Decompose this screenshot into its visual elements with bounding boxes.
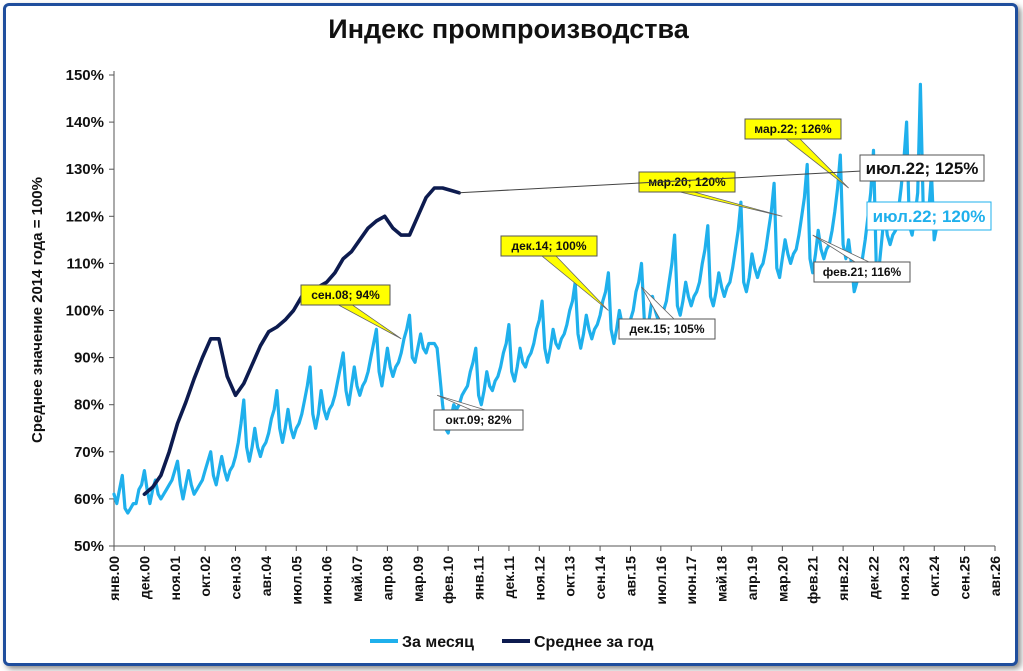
end-label-annual: июл.22; 125% bbox=[866, 159, 979, 178]
x-tick-label: янв.22 bbox=[835, 556, 851, 601]
annotation-label: дек.15; 105% bbox=[630, 322, 705, 336]
end-label-monthly: июл.22; 120% bbox=[873, 207, 986, 226]
x-tick-label: май.18 bbox=[714, 556, 730, 602]
x-tick-label: ноя.23 bbox=[896, 556, 912, 601]
x-tick-label: дек.22 bbox=[865, 556, 881, 599]
annotation-label: фев.21; 116% bbox=[823, 265, 902, 279]
annotation-box bbox=[618, 318, 716, 340]
x-tick-label: ноя.12 bbox=[531, 556, 547, 601]
x-tick-label: апр.08 bbox=[379, 556, 395, 600]
series-layer bbox=[112, 82, 942, 515]
annotation-label: мар.20; 120% bbox=[648, 175, 726, 189]
x-tick-label: мар.20 bbox=[774, 556, 790, 602]
annotation-box bbox=[638, 171, 736, 193]
annotation-box bbox=[813, 261, 911, 283]
x-tick-label: сен.25 bbox=[957, 556, 973, 600]
annotation-label: мар.22; 126% bbox=[754, 122, 832, 136]
annotation-pointer bbox=[679, 191, 783, 217]
x-tick-label: фев.21 bbox=[805, 556, 821, 604]
x-tick-label: окт.24 bbox=[926, 556, 942, 597]
x-tick-label: сен.14 bbox=[592, 556, 608, 600]
annotation-label: дек.14; 100% bbox=[512, 239, 587, 253]
x-tick-label: авг.15 bbox=[622, 556, 638, 596]
chart-title: Индекс промпроизводства bbox=[328, 14, 689, 44]
annotations-layer: сен.08; 94% окт.09; 82% дек.14; 100% дек.15… bbox=[300, 118, 992, 431]
end-label-box-monthly bbox=[866, 201, 992, 231]
y-tick-label: 80% bbox=[74, 397, 104, 414]
annotation-box bbox=[300, 284, 391, 306]
x-tick-label: апр.19 bbox=[744, 556, 760, 600]
x-tick-label: май.07 bbox=[349, 556, 365, 602]
x-tick-label: июн.17 bbox=[683, 556, 699, 605]
annotation-box bbox=[744, 118, 842, 140]
end-label-box-annual bbox=[859, 154, 985, 182]
x-tick-label: фев.10 bbox=[440, 556, 456, 604]
y-axis-ticks: 50% 60% 70% 80% 90% 100% 110% 120% 130% 140% 150% bbox=[66, 67, 114, 555]
y-tick-label: 140% bbox=[66, 114, 104, 131]
annotation-pointer bbox=[338, 304, 402, 340]
y-tick-label: 60% bbox=[74, 491, 104, 508]
x-tick-label: янв.00 bbox=[106, 556, 122, 601]
legend-label: За месяц bbox=[402, 634, 474, 651]
x-tick-label: сен.03 bbox=[228, 556, 244, 600]
x-tick-label: мар.09 bbox=[410, 556, 426, 602]
x-axis-ticks: янв.00 дек.00 ноя.01 окт.02 сен.03 авг.04 июл.… bbox=[106, 546, 1003, 605]
x-tick-label: окт.02 bbox=[197, 556, 213, 597]
x-tick-label: июл.05 bbox=[288, 556, 304, 605]
annotation-box bbox=[500, 235, 598, 257]
x-tick-label: янв.11 bbox=[471, 556, 487, 600]
x-tick-label: дек.11 bbox=[501, 556, 517, 599]
x-tick-label: ноя.01 bbox=[167, 556, 183, 601]
legend-label: Среднее за год bbox=[534, 634, 654, 651]
x-tick-label: авг.26 bbox=[987, 556, 1003, 596]
y-axis-label: Среднее значение 2014 года = 100% bbox=[29, 177, 46, 443]
x-tick-label: дек.00 bbox=[136, 556, 152, 599]
y-tick-label: 130% bbox=[66, 161, 104, 178]
annotation-label: окт.09; 82% bbox=[445, 413, 512, 427]
end-label-connector bbox=[459, 170, 863, 194]
y-tick-label: 110% bbox=[66, 255, 104, 272]
y-tick-label: 100% bbox=[66, 303, 104, 320]
y-tick-label: 90% bbox=[74, 350, 104, 367]
y-tick-label: 50% bbox=[74, 538, 104, 555]
x-tick-label: окт.13 bbox=[562, 556, 578, 597]
x-tick-label: июн.06 bbox=[319, 556, 335, 605]
annotation-label: сен.08; 94% bbox=[311, 288, 380, 302]
y-tick-label: 150% bbox=[66, 67, 104, 84]
y-tick-label: 70% bbox=[74, 444, 104, 461]
x-tick-label: авг.04 bbox=[258, 556, 274, 596]
y-tick-label: 120% bbox=[66, 208, 104, 225]
series-line-monthly bbox=[112, 82, 942, 515]
annotation-box bbox=[433, 409, 524, 431]
axes bbox=[113, 71, 995, 547]
x-tick-label: июл.16 bbox=[653, 556, 669, 605]
legend: За месяц Среднее за год bbox=[370, 634, 654, 651]
